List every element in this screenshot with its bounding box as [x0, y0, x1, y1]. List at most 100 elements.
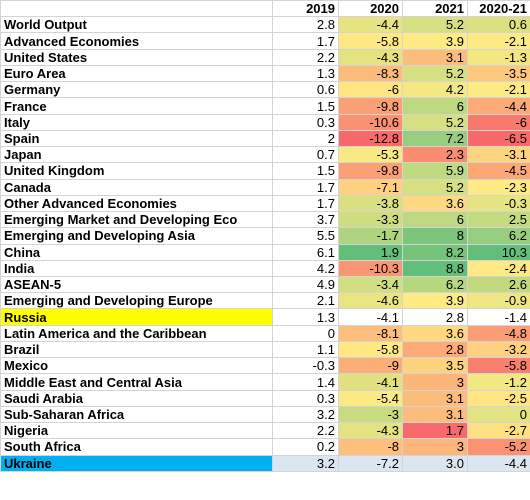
value-2020-21-cell[interactable]: -6.5	[467, 129, 530, 148]
value-2020-cell[interactable]: -7.2	[338, 454, 403, 472]
value-2020-21-cell[interactable]: 2.5	[467, 211, 530, 229]
name-cell[interactable]: Italy	[0, 113, 273, 131]
value-2020-21-cell[interactable]: -0.3	[467, 194, 530, 213]
value-2019-cell[interactable]: 2.8	[272, 16, 339, 34]
value-2021-cell[interactable]: 3.5	[402, 357, 468, 375]
value-2019-cell[interactable]: 1.7	[272, 178, 339, 196]
name-cell[interactable]: Saudi Arabia	[0, 389, 273, 407]
value-2021-cell[interactable]: 8.2	[402, 243, 468, 261]
value-2019-cell[interactable]: 2.2	[272, 48, 339, 66]
value-2020-cell[interactable]: -4.3	[338, 422, 403, 440]
value-2021-cell[interactable]: 8	[402, 227, 468, 245]
value-2021-cell[interactable]: 5.2	[402, 64, 468, 83]
value-2019-cell[interactable]: 0	[272, 324, 339, 342]
value-2020-21-cell[interactable]: 0.6	[467, 16, 530, 34]
value-2020-21-cell[interactable]: -2.1	[467, 81, 530, 99]
name-cell[interactable]: Spain	[0, 129, 273, 148]
name-cell[interactable]: China	[0, 243, 273, 261]
value-2019-cell[interactable]: 6.1	[272, 243, 339, 261]
value-2019-cell[interactable]: 0.2	[272, 438, 339, 456]
value-2021-cell[interactable]: 2.8	[402, 308, 468, 326]
value-2020-cell[interactable]: -4.6	[338, 292, 403, 310]
value-2020-cell[interactable]: -3.8	[338, 194, 403, 213]
header-2020[interactable]: 2020	[338, 0, 403, 18]
name-cell[interactable]: Other Advanced Economies	[0, 194, 273, 213]
value-2020-21-cell[interactable]: -2.3	[467, 178, 530, 196]
value-2019-cell[interactable]: 0.6	[272, 81, 339, 99]
value-2021-cell[interactable]: 3.9	[402, 292, 468, 310]
name-cell[interactable]: Russia	[0, 308, 273, 326]
value-2020-cell[interactable]: -5.3	[338, 146, 403, 164]
value-2019-cell[interactable]: 3.2	[272, 454, 339, 472]
value-2020-cell[interactable]: -3	[338, 405, 403, 424]
value-2021-cell[interactable]: 3	[402, 373, 468, 391]
value-2020-cell[interactable]: -4.4	[338, 16, 403, 34]
value-2020-21-cell[interactable]: -2.1	[467, 32, 530, 50]
value-2020-cell[interactable]: -5.8	[338, 340, 403, 359]
value-2021-cell[interactable]: 3.1	[402, 48, 468, 66]
value-2019-cell[interactable]: 1.1	[272, 340, 339, 359]
value-2020-21-cell[interactable]: 6.2	[467, 227, 530, 245]
header-blank[interactable]	[0, 0, 273, 18]
value-2020-cell[interactable]: -9.8	[338, 162, 403, 180]
name-cell[interactable]: Sub-Saharan Africa	[0, 405, 273, 424]
value-2020-cell[interactable]: -3.4	[338, 275, 403, 294]
value-2021-cell[interactable]: 5.2	[402, 178, 468, 196]
name-cell[interactable]: Japan	[0, 146, 273, 164]
value-2020-21-cell[interactable]: 2.6	[467, 275, 530, 294]
value-2021-cell[interactable]: 3.9	[402, 32, 468, 50]
value-2021-cell[interactable]: 6	[402, 97, 468, 115]
value-2021-cell[interactable]: 1.7	[402, 422, 468, 440]
value-2020-21-cell[interactable]: -4.4	[467, 454, 530, 472]
value-2019-cell[interactable]: 1.5	[272, 162, 339, 180]
name-cell[interactable]: Middle East and Central Asia	[0, 373, 273, 391]
value-2021-cell[interactable]: 6	[402, 211, 468, 229]
name-cell[interactable]: ASEAN-5	[0, 275, 273, 294]
name-cell[interactable]: Euro Area	[0, 64, 273, 83]
value-2020-21-cell[interactable]: -6	[467, 113, 530, 131]
name-cell[interactable]: Ukraine	[0, 454, 273, 472]
value-2020-21-cell[interactable]: -5.2	[467, 438, 530, 456]
header-2019[interactable]: 2019	[272, 0, 339, 18]
value-2019-cell[interactable]: 4.2	[272, 259, 339, 277]
value-2020-cell[interactable]: -3.3	[338, 211, 403, 229]
name-cell[interactable]: Advanced Economies	[0, 32, 273, 50]
value-2020-cell[interactable]: -8.3	[338, 64, 403, 83]
value-2021-cell[interactable]: 3.6	[402, 194, 468, 213]
value-2021-cell[interactable]: 4.2	[402, 81, 468, 99]
value-2020-cell[interactable]: -4.1	[338, 373, 403, 391]
value-2020-21-cell[interactable]: -4.4	[467, 97, 530, 115]
name-cell[interactable]: Emerging Market and Developing Eco	[0, 211, 273, 229]
value-2020-cell[interactable]: -10.3	[338, 259, 403, 277]
name-cell[interactable]: United Kingdom	[0, 162, 273, 180]
name-cell[interactable]: Canada	[0, 178, 273, 196]
value-2020-21-cell[interactable]: -1.2	[467, 373, 530, 391]
value-2021-cell[interactable]: 7.2	[402, 129, 468, 148]
value-2020-cell[interactable]: -4.1	[338, 308, 403, 326]
value-2019-cell[interactable]: 2.2	[272, 422, 339, 440]
value-2020-21-cell[interactable]: -2.7	[467, 422, 530, 440]
value-2021-cell[interactable]: 3	[402, 438, 468, 456]
value-2020-cell[interactable]: -1.7	[338, 227, 403, 245]
name-cell[interactable]: Emerging and Developing Europe	[0, 292, 273, 310]
value-2020-21-cell[interactable]: -4.8	[467, 324, 530, 342]
value-2020-21-cell[interactable]: -4.5	[467, 162, 530, 180]
name-cell[interactable]: Nigeria	[0, 422, 273, 440]
name-cell[interactable]: Latin America and the Caribbean	[0, 324, 273, 342]
name-cell[interactable]: France	[0, 97, 273, 115]
value-2020-21-cell[interactable]: -3.2	[467, 340, 530, 359]
value-2021-cell[interactable]: 8.8	[402, 259, 468, 277]
value-2020-cell[interactable]: 1.9	[338, 243, 403, 261]
value-2020-21-cell[interactable]: -5.8	[467, 357, 530, 375]
value-2021-cell[interactable]: 3.1	[402, 389, 468, 407]
value-2019-cell[interactable]: 0.3	[272, 113, 339, 131]
value-2021-cell[interactable]: 5.2	[402, 16, 468, 34]
value-2020-21-cell[interactable]: -2.5	[467, 389, 530, 407]
value-2020-21-cell[interactable]: 0	[467, 405, 530, 424]
value-2019-cell[interactable]: 0.7	[272, 146, 339, 164]
name-cell[interactable]: Brazil	[0, 340, 273, 359]
value-2020-21-cell[interactable]: -0.9	[467, 292, 530, 310]
name-cell[interactable]: India	[0, 259, 273, 277]
value-2020-21-cell[interactable]: -1.4	[467, 308, 530, 326]
value-2019-cell[interactable]: 5.5	[272, 227, 339, 245]
